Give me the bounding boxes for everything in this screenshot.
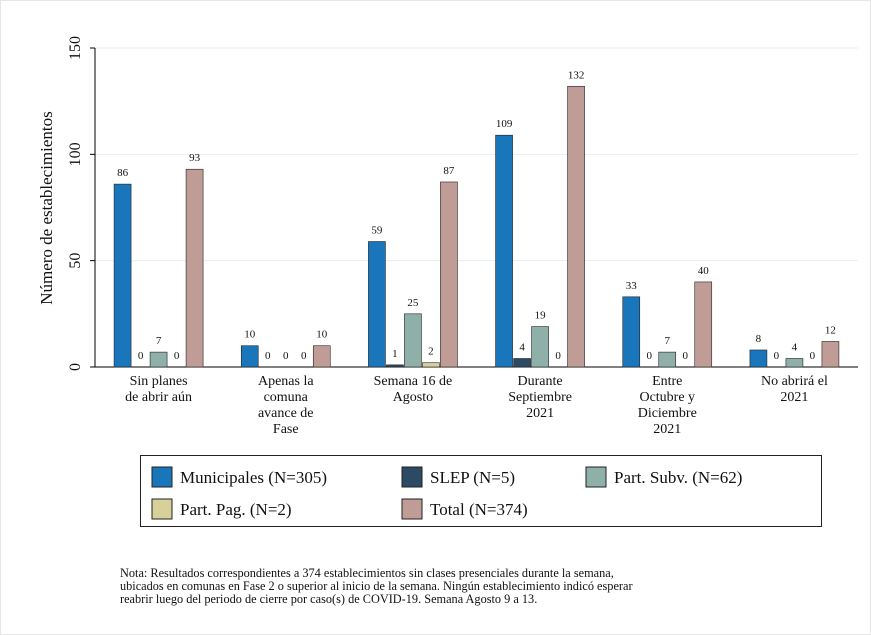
legend-swatch: [585, 466, 607, 488]
data-label: 109: [496, 118, 513, 130]
bar: [785, 358, 804, 368]
bar: [567, 85, 585, 368]
data-label: 0: [647, 350, 653, 362]
data-label: 40: [698, 265, 710, 277]
data-label: 0: [810, 350, 816, 362]
data-label: 132: [568, 69, 585, 81]
data-label: 0: [683, 350, 689, 362]
legend-label: Total (N=374): [430, 500, 528, 519]
bar: [368, 241, 386, 368]
note: Nota: Resultados correspondientes a 374 …: [120, 566, 614, 580]
data-label: 0: [265, 350, 271, 362]
bar: [113, 183, 132, 368]
data-label: 59: [371, 225, 383, 237]
data-label: 0: [555, 350, 561, 362]
data-label: 0: [174, 350, 180, 362]
y-tick-label: 0: [67, 363, 84, 371]
legend-swatch: [401, 466, 423, 488]
legend-swatch: [401, 498, 423, 520]
data-label: 19: [535, 310, 547, 322]
bar: [749, 349, 768, 368]
legend-swatch: [151, 466, 173, 488]
bar: [422, 362, 440, 368]
data-label: 7: [665, 335, 671, 347]
note: ubicados en comunas en Fase 2 o superior…: [120, 579, 633, 593]
x-tick-label: Entre Octubre y Diciembre 2021: [638, 374, 697, 437]
data-label: 33: [626, 280, 638, 292]
legend-label: Part. Pag. (N=2): [180, 500, 292, 519]
data-label: 93: [189, 152, 201, 164]
y-tick-label: 150: [67, 36, 84, 60]
x-tick-label: Durante Septiembre 2021: [508, 374, 572, 421]
bar: [694, 281, 713, 368]
x-tick-label: No abrirá el 2021: [761, 374, 828, 405]
y-tick-label: 50: [67, 253, 84, 269]
bar: [622, 296, 641, 368]
bar: [658, 351, 677, 368]
data-label: 7: [156, 335, 162, 347]
bar: [495, 134, 513, 368]
bar: [149, 351, 168, 368]
data-label: 4: [519, 341, 525, 353]
legend-swatch: [151, 498, 173, 520]
x-tick-label: Sin planes de abrir aún: [125, 374, 192, 405]
legend-label: SLEP (N=5): [430, 468, 515, 487]
data-label: 0: [138, 350, 144, 362]
legend-label: Municipales (N=305): [180, 468, 327, 487]
bar: [440, 181, 458, 368]
bar: [513, 358, 531, 368]
y-tick-label: 100: [67, 142, 84, 166]
data-label: 10: [244, 329, 256, 341]
data-label: 2: [428, 346, 434, 358]
bar: [821, 341, 840, 368]
x-tick-label: Semana 16 de Agosto: [374, 374, 453, 405]
data-label: 10: [316, 329, 328, 341]
legend-box: [140, 455, 822, 527]
data-label: 0: [774, 350, 780, 362]
data-label: 25: [407, 297, 419, 309]
bar: [240, 345, 259, 368]
data-label: 0: [283, 350, 289, 362]
bar: [404, 313, 422, 368]
legend-label: Part. Subv. (N=62): [614, 468, 742, 487]
data-label: 1: [392, 348, 398, 360]
data-label: 87: [443, 165, 455, 177]
note: reabrir luego del periodo de cierre por …: [120, 592, 537, 606]
data-label: 4: [792, 341, 798, 353]
x-tick-label: Apenas la comuna avance de Fase: [258, 374, 314, 437]
data-label: 0: [301, 350, 307, 362]
bar: [531, 326, 549, 368]
bar: [386, 364, 404, 368]
data-label: 12: [825, 324, 836, 336]
y-axis-title: Número de establecimientos: [37, 111, 56, 305]
bar: [312, 345, 331, 368]
bar: [185, 168, 204, 368]
data-label: 86: [117, 167, 129, 179]
data-label: 8: [756, 333, 762, 345]
